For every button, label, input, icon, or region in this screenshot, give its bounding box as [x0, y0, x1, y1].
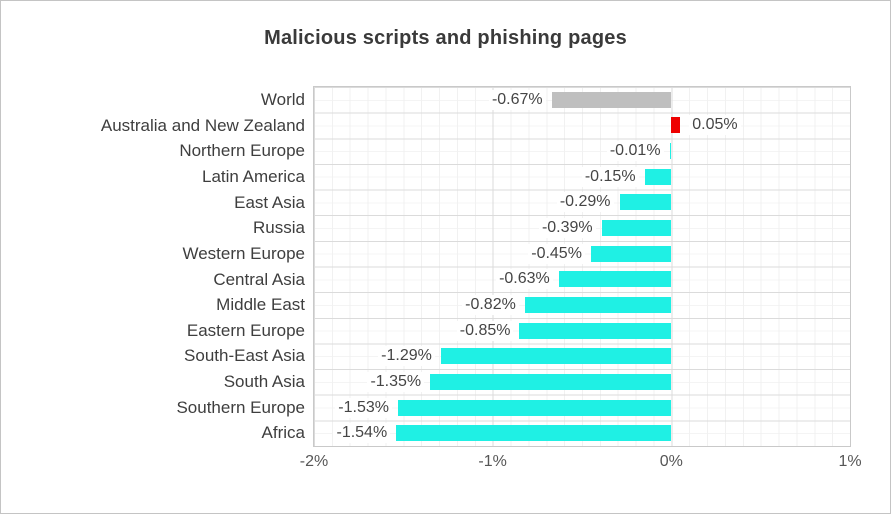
bar-world	[551, 91, 672, 108]
category-label-western-europe: Western Europe	[182, 243, 305, 263]
value-label-central-asia: -0.63%	[496, 269, 553, 290]
x-tick-label-0pct: 0%	[659, 453, 683, 470]
value-label-east-asia: -0.29%	[556, 192, 614, 213]
category-label-world: World	[260, 90, 305, 109]
bar-russia	[601, 220, 672, 237]
bar-middle-east	[524, 296, 672, 313]
category-label-latin-america: Latin America	[202, 166, 305, 186]
value-label-south-east-asia: -1.29%	[378, 346, 435, 367]
bar-africa	[396, 425, 672, 442]
bar-south-east-asia	[440, 348, 672, 365]
bar-southern-europe	[397, 399, 672, 416]
value-label-south-asia: -1.35%	[367, 371, 425, 392]
bar-australia-and-new-zealand	[671, 117, 681, 134]
plot-area: -0.67% 0.05% -0.01% -0.15% -0.29% -0.39% -0.45…	[313, 86, 851, 447]
category-label-southern-europe: Southern Europe	[176, 397, 305, 417]
value-label-africa: -1.54%	[333, 423, 391, 444]
value-label-australia-and-new-zealand: 0.05%	[689, 115, 741, 136]
value-label-western-europe: -0.45%	[528, 243, 585, 264]
category-label-australia-and-new-zealand: Australia and New Zealand	[100, 115, 305, 135]
bar-latin-america	[644, 168, 672, 185]
value-label-southern-europe: -1.53%	[335, 397, 392, 418]
category-label-northern-europe: Northern Europe	[179, 141, 305, 161]
category-label-russia: Russia	[253, 218, 305, 238]
category-label-south-east-asia: South-East Asia	[184, 346, 305, 366]
chart-title: Malicious scripts and phishing pages	[264, 27, 627, 49]
bar-east-asia	[619, 194, 672, 211]
value-label-world: -0.67%	[488, 89, 546, 110]
x-tick-label-1pct: 1%	[838, 453, 862, 470]
value-label-latin-america: -0.15%	[581, 166, 639, 187]
x-tick-label-neg1pct: -1%	[478, 453, 507, 470]
bar-western-europe	[590, 245, 672, 262]
category-label-africa: Africa	[261, 423, 305, 443]
category-label-east-asia: East Asia	[234, 192, 305, 212]
bar-eastern-europe	[519, 322, 672, 339]
x-tick-label-neg2pct: -2%	[299, 453, 329, 470]
value-label-middle-east: -0.82%	[462, 294, 519, 315]
category-label-south-asia: South Asia	[223, 372, 305, 392]
value-label-russia: -0.39%	[538, 218, 596, 239]
value-label-northern-europe: -0.01%	[606, 141, 664, 162]
category-label-central-asia: Central Asia	[213, 269, 305, 289]
value-label-eastern-europe: -0.85%	[456, 320, 514, 341]
bar-northern-europe	[669, 143, 672, 160]
bar-central-asia	[558, 271, 672, 288]
category-label-eastern-europe: Eastern Europe	[186, 320, 305, 340]
bar-south-asia	[430, 373, 672, 390]
category-label-middle-east: Middle East	[216, 295, 305, 315]
